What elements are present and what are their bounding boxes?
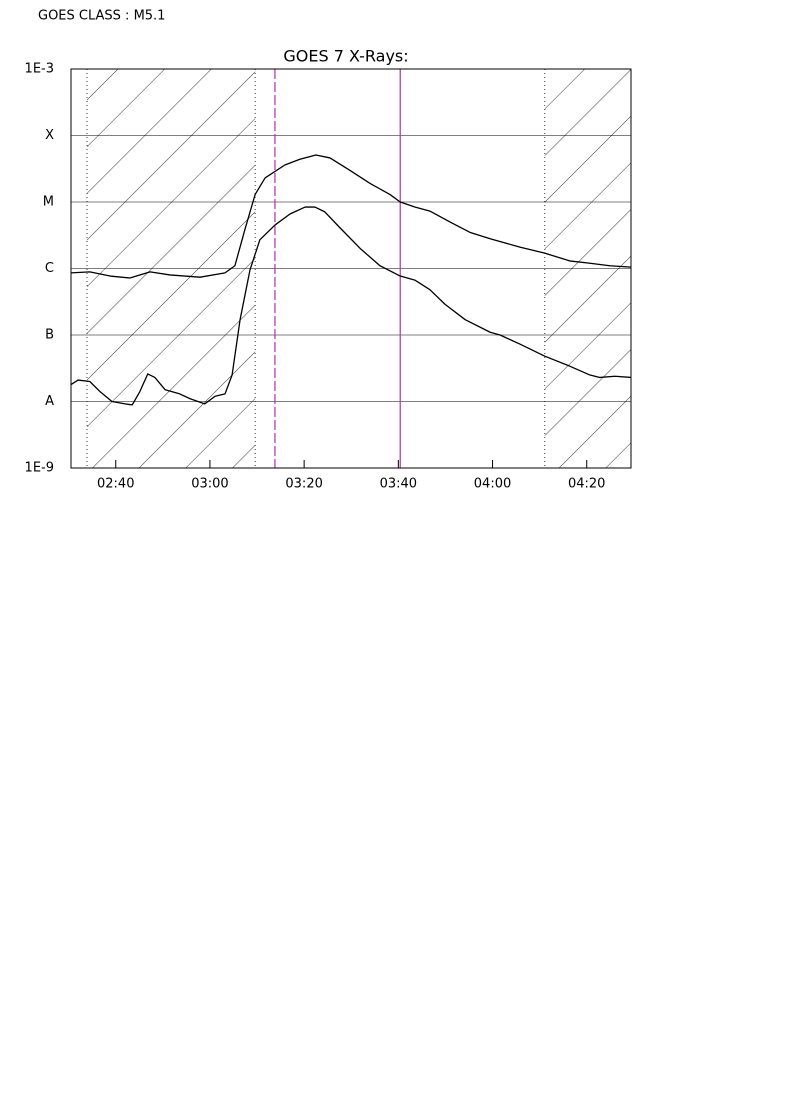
x-tick-label: 03:40	[380, 477, 417, 492]
x-tick-label: 04:20	[568, 477, 605, 492]
plot-area	[71, 69, 631, 468]
x-tick-label: 04:00	[474, 477, 511, 492]
y-tick-label: B	[45, 328, 54, 343]
series-line	[71, 154, 631, 279]
header: GOES CLASS : M5.1	[38, 9, 165, 24]
y-tick-label: 1E-3	[25, 62, 54, 77]
chart-title: GOES 7 X-Rays:	[283, 47, 408, 66]
x-tick-label: 03:00	[191, 477, 228, 492]
y-tick-label: 1E-9	[25, 461, 54, 476]
x-tick-label: 02:40	[97, 477, 134, 492]
series-line	[71, 206, 631, 406]
y-tick-label: C	[45, 261, 54, 276]
y-tick-label: X	[45, 128, 54, 143]
x-tick-label: 03:20	[285, 477, 322, 492]
y-tick-label: M	[43, 195, 54, 210]
y-tick-label: A	[45, 394, 54, 409]
plot-frame	[70, 68, 632, 469]
